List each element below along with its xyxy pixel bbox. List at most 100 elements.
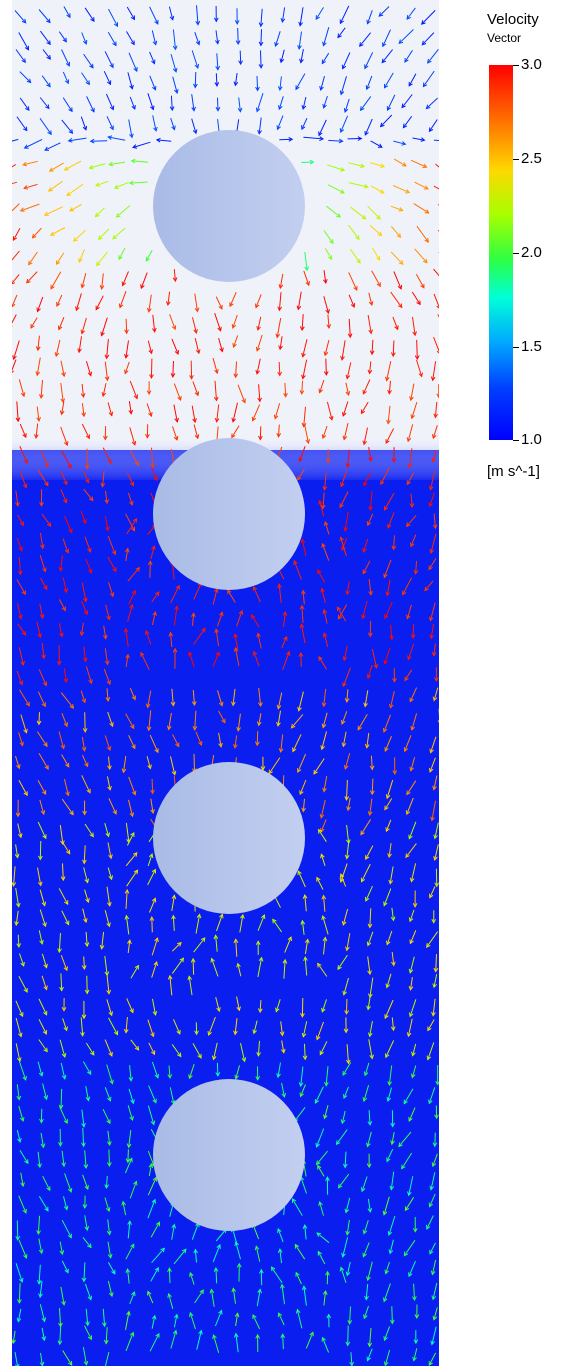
velocity-arrow [130, 964, 139, 979]
velocity-arrow [344, 1197, 351, 1214]
velocity-arrow [408, 73, 417, 87]
velocity-arrow [125, 1310, 131, 1331]
velocity-arrow [19, 689, 30, 707]
velocity-arrow [38, 669, 48, 687]
velocity-arrow [107, 867, 113, 881]
velocity-arrow [193, 424, 200, 440]
velocity-arrow [15, 49, 26, 64]
velocity-arrow [408, 977, 414, 991]
velocity-arrow [81, 736, 87, 752]
velocity-arrow [84, 448, 90, 470]
velocity-arrow [126, 998, 134, 1014]
velocity-arrow [194, 293, 200, 313]
colorbar-tick [513, 159, 519, 160]
velocity-arrow [321, 712, 328, 729]
velocity-arrow [58, 731, 66, 750]
velocity-arrow [58, 623, 64, 638]
velocity-arrow [61, 1150, 66, 1168]
velocity-arrow [84, 1283, 93, 1301]
velocity-arrow [378, 6, 390, 17]
velocity-arrow [297, 753, 307, 774]
velocity-arrow [303, 270, 310, 287]
velocity-arrow [123, 627, 129, 647]
velocity-arrow [12, 228, 21, 242]
velocity-arrow [151, 1314, 157, 1329]
velocity-arrow [324, 1066, 329, 1087]
velocity-arrow [258, 8, 264, 28]
velocity-arrow [297, 469, 305, 481]
velocity-arrow [257, 1000, 263, 1014]
velocity-arrow [214, 73, 220, 87]
velocity-arrow [125, 851, 138, 867]
velocity-arrow [16, 1084, 22, 1101]
velocity-arrow [126, 831, 135, 846]
velocity-arrow [252, 650, 260, 667]
velocity-arrow [62, 1350, 73, 1366]
velocity-arrow [39, 909, 47, 928]
velocity-arrow [16, 670, 24, 686]
velocity-arrow [348, 272, 358, 291]
velocity-arrow [368, 490, 373, 512]
velocity-arrow [276, 115, 284, 131]
velocity-arrow [277, 583, 282, 603]
velocity-arrow [403, 1239, 416, 1257]
velocity-arrow [382, 29, 391, 48]
velocity-arrow [82, 800, 87, 816]
velocity-arrow [170, 54, 178, 73]
velocity-arrow [414, 1304, 420, 1320]
velocity-arrow [237, 384, 246, 404]
velocity-arrow [43, 206, 63, 216]
velocity-arrow [412, 1216, 418, 1233]
velocity-arrow [104, 910, 111, 928]
velocity-arrow [18, 1195, 27, 1214]
velocity-arrow [390, 1017, 396, 1032]
velocity-arrow [370, 185, 385, 194]
velocity-arrow [18, 732, 24, 747]
velocity-arrow [14, 910, 19, 927]
velocity-arrow [301, 96, 307, 111]
velocity-arrow [17, 557, 23, 576]
velocity-arrow [78, 249, 85, 263]
velocity-arrow [85, 360, 93, 377]
velocity-arrow [126, 31, 135, 46]
velocity-arrow [322, 95, 328, 109]
velocity-arrow [431, 998, 436, 1017]
velocity-arrow [128, 1088, 135, 1105]
velocity-arrow [345, 382, 351, 397]
cylinder-1 [153, 130, 305, 282]
velocity-arrow [15, 1263, 24, 1283]
velocity-arrow [39, 1304, 47, 1323]
velocity-arrow [61, 997, 67, 1012]
velocity-arrow [343, 511, 349, 532]
velocity-arrow [233, 633, 239, 649]
velocity-arrow [362, 560, 371, 575]
velocity-arrow [22, 160, 39, 167]
velocity-arrow [360, 819, 372, 836]
velocity-arrow [413, 203, 430, 214]
velocity-arrow [83, 53, 94, 69]
velocity-arrow [429, 533, 437, 555]
velocity-arrow [408, 1107, 416, 1122]
velocity-arrow [350, 206, 367, 220]
velocity-arrow [301, 339, 308, 358]
cylinder-3 [153, 762, 305, 914]
velocity-arrow [393, 158, 407, 167]
velocity-arrow [313, 758, 325, 775]
velocity-arrow [234, 1065, 240, 1080]
velocity-arrow [404, 50, 413, 63]
velocity-arrow [432, 687, 439, 702]
velocity-arrow [17, 823, 23, 839]
velocity-arrow [215, 1062, 221, 1077]
velocity-arrow [387, 512, 395, 529]
velocity-arrow [340, 470, 348, 488]
velocity-arrow [152, 115, 158, 132]
velocity-arrow [149, 897, 157, 913]
velocity-arrow [129, 96, 136, 110]
velocity-arrow [127, 1220, 132, 1239]
velocity-arrow [389, 1306, 395, 1325]
velocity-arrow [84, 975, 90, 995]
velocity-arrow [106, 1219, 112, 1236]
velocity-arrow [215, 97, 221, 112]
velocity-arrow [107, 711, 114, 728]
velocity-arrow [237, 97, 243, 113]
